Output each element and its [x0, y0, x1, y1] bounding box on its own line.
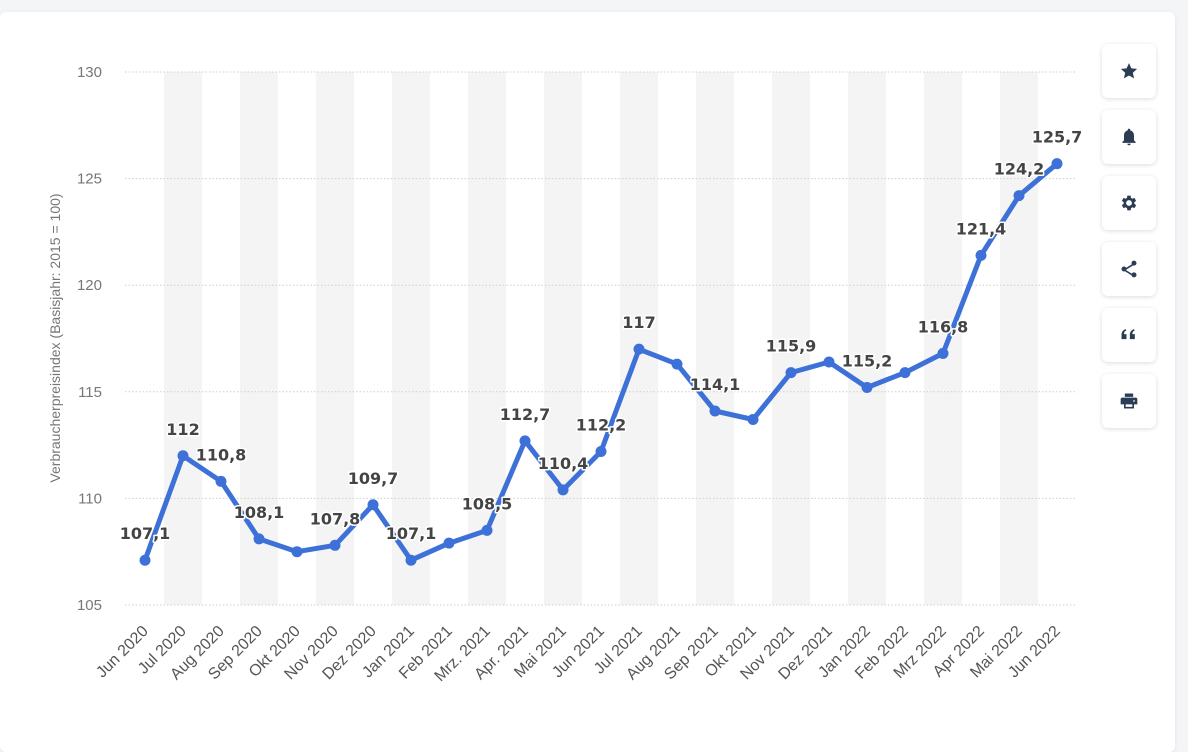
- data-label: 115,9: [766, 337, 817, 356]
- column-band: [620, 72, 658, 605]
- data-label: 112: [166, 420, 199, 439]
- y-axis-label: Verbraucherpreisindex (Basisjahr: 2015 =…: [47, 193, 63, 482]
- grid-lines: [125, 71, 1075, 606]
- star-icon: [1120, 63, 1138, 79]
- data-point[interactable]: [1051, 158, 1063, 170]
- quote-icon: [1121, 329, 1135, 340]
- data-point[interactable]: [975, 249, 987, 261]
- data-point[interactable]: [367, 499, 379, 511]
- share-button[interactable]: [1102, 242, 1156, 296]
- data-label: 121,4: [956, 219, 1007, 238]
- notification-button[interactable]: [1102, 110, 1156, 164]
- data-point[interactable]: [595, 445, 607, 457]
- data-point[interactable]: [557, 484, 569, 496]
- data-point[interactable]: [177, 450, 189, 462]
- data-label: 125,7: [1032, 128, 1083, 147]
- data-label: 110,4: [538, 454, 589, 473]
- data-point[interactable]: [139, 554, 151, 566]
- column-band: [848, 72, 886, 605]
- y-tick-label: 120: [77, 277, 102, 294]
- data-point[interactable]: [861, 382, 873, 394]
- column-band: [696, 72, 734, 605]
- data-label: 112,7: [500, 405, 551, 424]
- y-axis-ticks: 105 110 115 120 125 130: [77, 64, 102, 614]
- settings-button[interactable]: [1102, 176, 1156, 230]
- bell-icon: [1122, 128, 1136, 146]
- line-chart: 105 110 115 120 125 130 Verbraucherpreisindex…: [47, 64, 1084, 685]
- data-label: 108,1: [234, 503, 285, 522]
- data-label: 107,8: [310, 509, 361, 528]
- column-band: [924, 72, 962, 605]
- data-point[interactable]: [747, 414, 759, 426]
- column-band: [1000, 72, 1038, 605]
- column-band: [316, 72, 354, 605]
- data-point[interactable]: [215, 475, 227, 487]
- column-band: [164, 72, 202, 605]
- y-tick-label: 105: [77, 597, 102, 614]
- data-point[interactable]: [937, 347, 949, 359]
- print-icon: [1120, 393, 1138, 409]
- y-tick-label: 115: [78, 384, 102, 401]
- data-label: 116,8: [918, 317, 969, 336]
- chart-card: 105 110 115 120 125 130 Verbraucherpreisindex…: [0, 12, 1175, 752]
- series-line-group: [142, 161, 1060, 563]
- column-band: [544, 72, 582, 605]
- data-point[interactable]: [671, 358, 683, 370]
- gear-icon: [1121, 195, 1137, 211]
- data-label: 109,7: [348, 469, 399, 488]
- data-label: 117: [622, 313, 655, 332]
- data-point[interactable]: [329, 539, 341, 551]
- data-point[interactable]: [899, 367, 911, 379]
- y-tick-label: 125: [77, 171, 102, 188]
- column-band: [392, 72, 430, 605]
- column-band: [240, 72, 278, 605]
- data-point[interactable]: [1013, 190, 1025, 202]
- share-icon: [1121, 260, 1137, 278]
- column-bands: [164, 72, 1038, 605]
- data-label: 108,5: [462, 494, 513, 513]
- data-point[interactable]: [823, 356, 835, 368]
- y-tick-label: 110: [78, 490, 102, 507]
- data-points: [139, 158, 1063, 566]
- data-point[interactable]: [253, 533, 265, 545]
- y-tick-label: 130: [77, 64, 102, 81]
- data-label: 107,1: [386, 524, 437, 543]
- data-point[interactable]: [481, 524, 493, 536]
- data-labels: 107,1 112 110,8 108,1 107,8 109,7 107,1 108,5 11…: [118, 126, 1084, 545]
- data-label: 114,1: [690, 375, 741, 394]
- chart-toolbar: [1102, 44, 1156, 440]
- data-point[interactable]: [519, 435, 531, 447]
- data-label: 107,1: [120, 524, 171, 543]
- data-point[interactable]: [709, 405, 721, 417]
- data-point[interactable]: [443, 537, 455, 549]
- data-label: 110,8: [196, 445, 247, 464]
- print-button[interactable]: [1102, 374, 1156, 428]
- data-label: 115,2: [842, 352, 893, 371]
- data-point[interactable]: [405, 554, 417, 566]
- data-label: 124,2: [994, 160, 1045, 179]
- favorite-button[interactable]: [1102, 44, 1156, 98]
- column-band: [772, 72, 810, 605]
- data-point[interactable]: [785, 367, 797, 379]
- data-point[interactable]: [633, 343, 645, 355]
- cite-button[interactable]: [1102, 308, 1156, 362]
- data-point[interactable]: [291, 546, 303, 558]
- series-line: [142, 161, 1060, 563]
- column-band: [468, 72, 506, 605]
- data-label: 112,2: [576, 415, 627, 434]
